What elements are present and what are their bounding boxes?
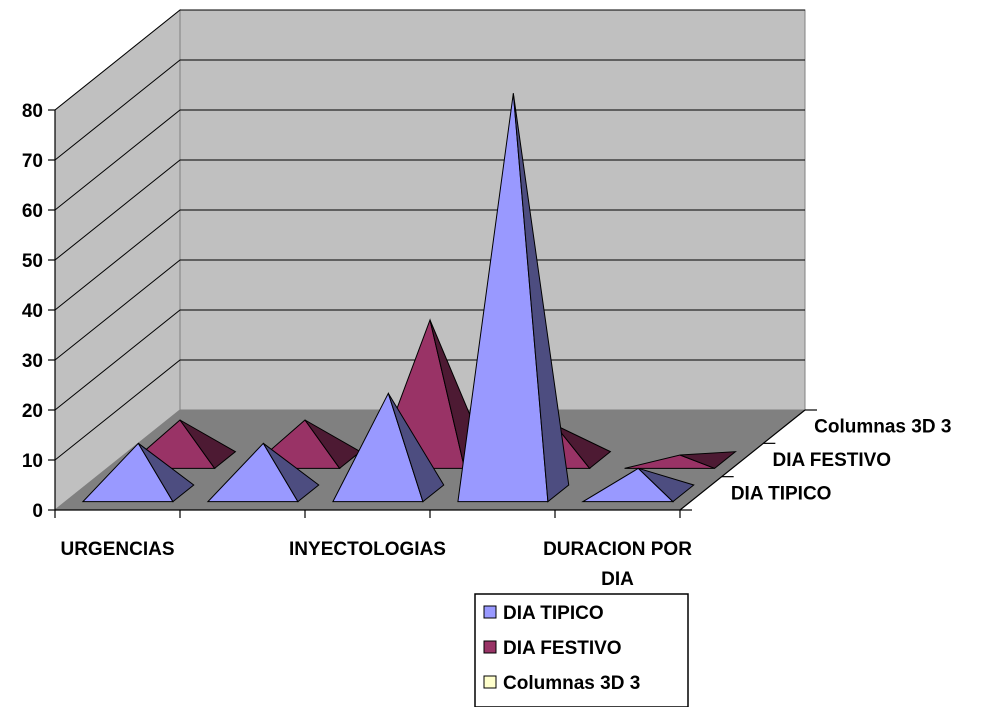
x-tick-label: URGENCIAS — [60, 539, 174, 560]
pyramid-side-face — [137, 442, 195, 503]
y-tick-label: 70 — [22, 151, 43, 172]
pyramid-side-face — [554, 424, 612, 470]
gridline — [54, 159, 805, 261]
legend-label: DIA TIPICO — [503, 603, 604, 624]
gridline — [54, 359, 805, 461]
y-tick-label: 20 — [22, 401, 43, 422]
gridline — [54, 209, 805, 311]
pyramid-side-face — [637, 467, 695, 503]
x-tick-label: DURACION POR DIA — [543, 539, 692, 590]
y-tick-label: 30 — [22, 351, 43, 372]
y-tick-label: 10 — [22, 451, 43, 472]
y-tick-label: 80 — [22, 101, 43, 122]
pyramid-side-face — [679, 451, 737, 469]
pyramid-1-4 — [624, 451, 737, 469]
y-tick-label: 40 — [22, 301, 43, 322]
y-tick-label: 0 — [32, 501, 43, 522]
pyramid-0-0 — [81, 442, 195, 503]
x-tick-label-line: DIA — [601, 569, 634, 590]
legend-swatch — [483, 605, 497, 619]
legend-label: Columnas 3D 3 — [503, 673, 640, 694]
pyramid-side-face — [179, 419, 237, 470]
pyramid-0-2 — [332, 392, 445, 503]
legend-label: DIA FESTIVO — [503, 638, 622, 659]
x-tick-label-line: DURACION POR — [543, 539, 692, 560]
x-tick-label: INYECTOLOGIAS — [289, 539, 446, 560]
pyramid-side-face — [304, 419, 362, 470]
gridline — [54, 59, 805, 161]
depth-label: Columnas 3D 3 — [814, 417, 951, 438]
gridline — [54, 9, 805, 111]
pyramid-side-face — [262, 442, 320, 503]
depth-label: DIA FESTIVO — [773, 450, 892, 471]
pyramid-0-1 — [206, 442, 320, 503]
depth-label: DIA TIPICO — [731, 483, 832, 504]
legend-swatch — [483, 675, 497, 689]
legend-swatch — [483, 640, 497, 654]
pyramid-0-3 — [457, 93, 570, 503]
gridline — [54, 259, 805, 361]
legend-box — [474, 593, 689, 707]
y-tick-label: 60 — [22, 201, 43, 222]
pyramid-side-face — [512, 93, 570, 503]
depth-axis — [679, 409, 806, 511]
gridline — [54, 309, 805, 411]
pyramid-0-4 — [581, 467, 695, 503]
pyramid-side-face — [387, 393, 445, 503]
gridline — [54, 109, 805, 211]
y-tick-label: 50 — [22, 251, 43, 272]
legend: DIA TIPICO DIA FESTIVO Columnas 3D 3 — [474, 593, 689, 707]
